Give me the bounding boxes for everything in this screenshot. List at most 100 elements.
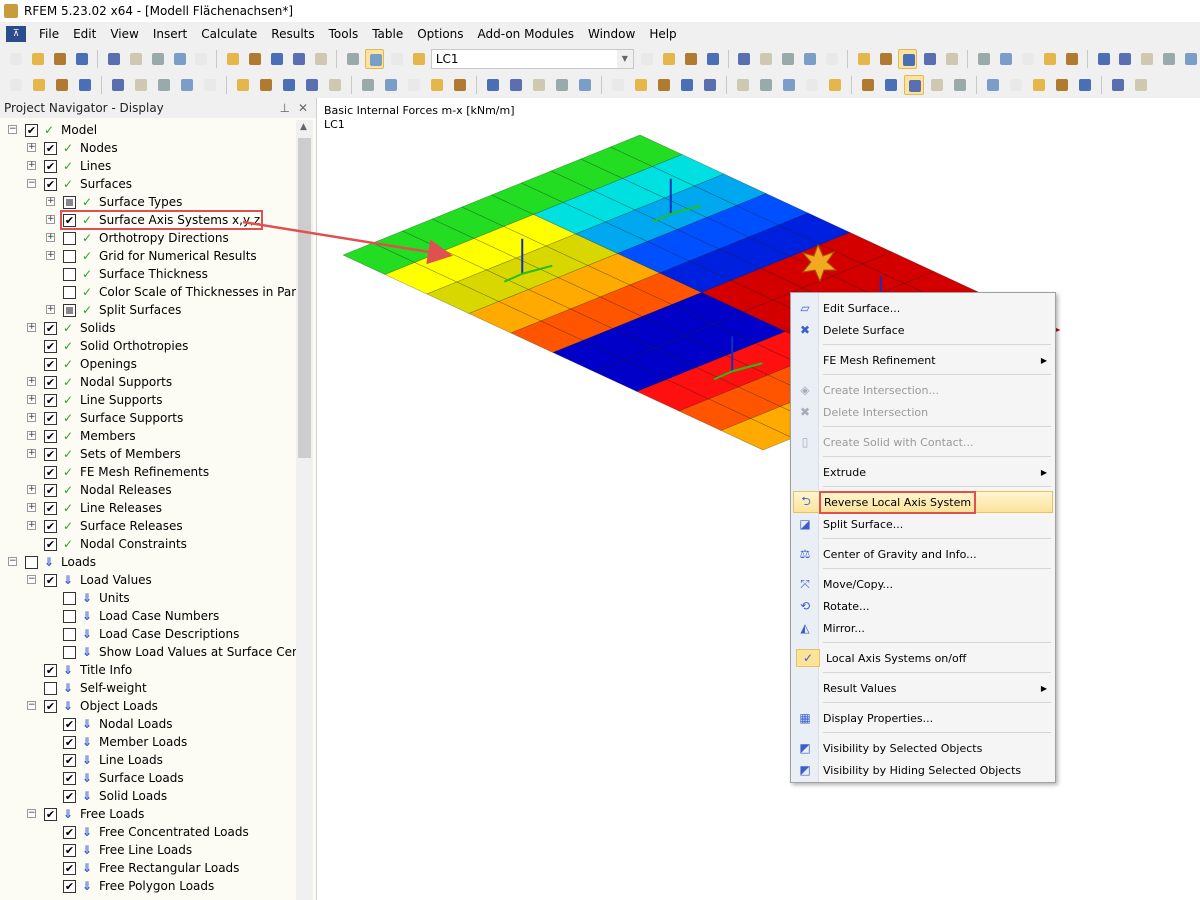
tree-checkbox[interactable]: ✔ <box>44 159 57 173</box>
expand-icon[interactable]: + <box>27 142 36 152</box>
tree-checkbox[interactable] <box>63 231 76 245</box>
tree-checkbox[interactable] <box>63 645 76 659</box>
toolbar-button-icon[interactable] <box>50 49 69 69</box>
toolbar-button-icon[interactable] <box>28 49 47 69</box>
tree-item[interactable]: ✔ ✓ Nodal Constraints <box>44 535 187 553</box>
tree-item[interactable]: ✔ ✓ Openings <box>44 355 137 373</box>
collapse-icon[interactable]: − <box>8 556 17 566</box>
tree-item[interactable]: ✔ ⇓ Member Loads <box>63 733 187 751</box>
tree-item[interactable]: ⇓ Self-weight <box>44 679 147 697</box>
tree-checkbox[interactable]: ✔ <box>44 447 57 461</box>
tree-item[interactable]: ✔ ⇓ Load Values <box>44 571 152 589</box>
toolbar-button-icon[interactable] <box>177 75 197 95</box>
toolbar-button-icon[interactable] <box>325 75 345 95</box>
toolbar-button-icon[interactable] <box>1052 75 1072 95</box>
tree-checkbox[interactable]: ✔ <box>44 411 57 425</box>
tree-item[interactable]: ✔ ⇓ Free Rectangular Loads <box>63 859 239 877</box>
toolbar-button-icon[interactable] <box>200 75 220 95</box>
tree-checkbox[interactable]: ✔ <box>63 825 76 839</box>
toolbar-button-icon[interactable] <box>1075 75 1095 95</box>
toolbar-button-icon[interactable] <box>52 75 72 95</box>
tree-checkbox[interactable]: ✔ <box>44 807 57 821</box>
tree-checkbox[interactable] <box>63 627 76 641</box>
menu-calculate[interactable]: Calculate <box>201 27 258 41</box>
context-menu-item-reverse-local-axis-system[interactable]: ⮌ Reverse Local Axis System <box>793 490 1053 514</box>
toolbar-button-icon[interactable] <box>72 49 91 69</box>
menu-file[interactable]: File <box>39 27 60 41</box>
toolbar-button-icon[interactable] <box>778 49 797 69</box>
toolbar-button-icon[interactable] <box>734 49 753 69</box>
collapse-icon[interactable]: − <box>27 700 36 710</box>
tree-item[interactable]: ✔ ✓ Surface Axis Systems x,y,z <box>59 210 264 230</box>
toolbar-button-icon[interactable] <box>1094 49 1113 69</box>
toolbar-button-icon[interactable] <box>876 49 895 69</box>
tree-item[interactable]: ⇓ Units <box>63 589 130 607</box>
tree-item[interactable]: ✔ ✓ Surface Supports <box>44 409 183 427</box>
toolbar-button-icon[interactable] <box>1131 75 1151 95</box>
tree-checkbox[interactable]: ✔ <box>44 501 57 515</box>
tree-item[interactable]: ✔ ✓ Nodal Supports <box>44 373 172 391</box>
context-menu-item-result-values[interactable]: Result Values ▶ <box>793 677 1053 699</box>
tree-item[interactable]: ✔ ⇓ Object Loads <box>44 697 158 715</box>
toolbar-button-icon[interactable] <box>409 49 428 69</box>
toolbar-button-icon[interactable] <box>387 49 406 69</box>
tree-item[interactable]: ✔ ✓ Solids <box>44 319 116 337</box>
tree-item[interactable]: ✔ ⇓ Free Concentrated Loads <box>63 823 249 841</box>
expand-icon[interactable]: + <box>27 412 36 422</box>
toolbar-button-icon[interactable] <box>1181 49 1200 69</box>
tree-checkbox[interactable]: ✔ <box>44 393 57 407</box>
toolbar-button-icon[interactable] <box>233 75 253 95</box>
toolbar-button-icon[interactable] <box>343 49 362 69</box>
navigator-scrollbar[interactable]: ▲ <box>296 120 313 900</box>
toolbar-button-icon[interactable] <box>677 75 697 95</box>
toolbar-button-icon[interactable] <box>654 75 674 95</box>
tree-item[interactable]: ✔ ⇓ Free Line Loads <box>63 841 192 859</box>
tree-item[interactable]: ✓ Surface Thickness <box>63 265 208 283</box>
toolbar-button-icon[interactable] <box>1018 49 1037 69</box>
collapse-icon[interactable]: − <box>27 808 36 818</box>
tree-checkbox[interactable]: ✔ <box>44 699 57 713</box>
tree-checkbox[interactable]: ✔ <box>44 321 57 335</box>
menu-results[interactable]: Results <box>271 27 315 41</box>
tree-checkbox[interactable]: ✔ <box>63 789 76 803</box>
menu-tools[interactable]: Tools <box>328 27 359 41</box>
tree-checkbox[interactable]: ✔ <box>44 483 57 497</box>
context-menu-item-local-axis-systems-on-off[interactable]: ✓ Local Axis Systems on/off <box>793 647 1053 669</box>
toolbar-button-icon[interactable] <box>404 75 424 95</box>
toolbar-button-icon[interactable] <box>381 75 401 95</box>
tree-item[interactable]: ✓ Orthotropy Directions <box>63 229 229 247</box>
tree-item[interactable]: ⇓ Loads <box>25 553 96 571</box>
toolbar-button-icon[interactable] <box>1115 49 1134 69</box>
tree-checkbox[interactable]: ✔ <box>44 375 57 389</box>
tree-checkbox[interactable]: ✔ <box>63 843 76 857</box>
toolbar-button-icon[interactable] <box>191 49 210 69</box>
tree-checkbox[interactable]: ✔ <box>44 537 57 551</box>
toolbar-button-icon[interactable] <box>897 49 918 69</box>
chevron-down-icon[interactable]: ▼ <box>616 50 633 68</box>
tree-checkbox[interactable]: ✔ <box>44 141 57 155</box>
toolbar-button-icon[interactable] <box>104 49 123 69</box>
tree-checkbox[interactable] <box>25 555 38 569</box>
toolbar-button-icon[interactable] <box>483 75 503 95</box>
context-menu-item-visibility-by-selected-objects[interactable]: ◩ Visibility by Selected Objects <box>793 737 1053 759</box>
tree-checkbox[interactable]: ✔ <box>63 753 76 767</box>
tree-item[interactable]: ✔ ✓ Nodes <box>44 139 118 157</box>
toolbar-button-icon[interactable] <box>267 49 286 69</box>
menu-add-on-modules[interactable]: Add-on Modules <box>477 27 574 41</box>
tree-checkbox[interactable]: ✔ <box>63 861 76 875</box>
surface-plot[interactable] <box>318 98 1200 900</box>
toolbar-button-icon[interactable] <box>289 49 308 69</box>
tree-item[interactable]: ✓ Grid for Numerical Results <box>63 247 257 265</box>
toolbar-button-icon[interactable] <box>950 75 970 95</box>
tree-checkbox[interactable] <box>44 681 57 695</box>
toolbar-button-icon[interactable] <box>529 75 549 95</box>
tree-checkbox[interactable]: ✔ <box>44 429 57 443</box>
menu-options[interactable]: Options <box>417 27 464 41</box>
context-menu-item-center-of-gravity-and-info[interactable]: ⚖ Center of Gravity and Info... <box>793 543 1053 565</box>
toolbar-button-icon[interactable] <box>126 49 145 69</box>
toolbar-button-icon[interactable] <box>825 75 845 95</box>
tree-checkbox[interactable]: ✔ <box>63 771 76 785</box>
expand-icon[interactable]: + <box>27 160 36 170</box>
expand-icon[interactable]: + <box>46 250 55 260</box>
toolbar-button-icon[interactable] <box>996 49 1015 69</box>
